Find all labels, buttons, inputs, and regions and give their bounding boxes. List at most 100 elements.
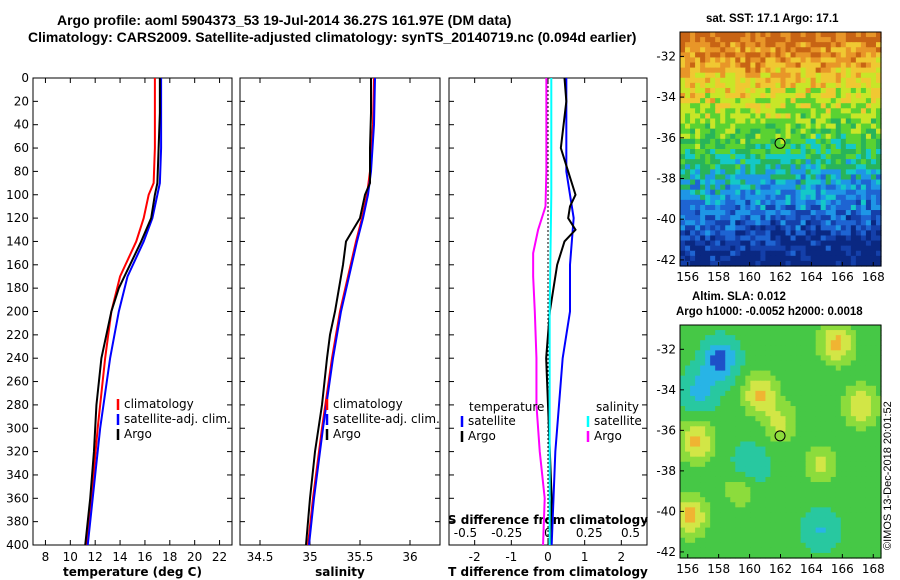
sla-map-cell: [840, 451, 847, 458]
sst-map-cell: [715, 47, 721, 53]
temp-ytick-label: 300: [6, 421, 29, 435]
sst-map-cell: [680, 245, 686, 252]
sla-map-cell: [770, 441, 777, 448]
sla-map-cell: [820, 360, 827, 367]
sla-map-cell: [865, 426, 872, 432]
sst-map-cell: [715, 123, 721, 130]
sst-map-cell: [820, 37, 827, 43]
sst-map-cell: [865, 255, 872, 262]
sla-map-cell: [825, 350, 832, 356]
sla-map-cell: [775, 451, 782, 458]
sst-map-cell: [865, 174, 872, 181]
sla-map-cell: [780, 552, 787, 559]
sst-map-cell: [825, 240, 832, 247]
sla-map-cell: [685, 416, 691, 422]
diff-legend-label: Argo: [468, 429, 496, 443]
sla-map-cell: [690, 461, 696, 468]
sla-map-cell: [790, 542, 797, 549]
sla-map-cell: [780, 380, 787, 387]
sla-map-cell: [855, 517, 862, 524]
sst-map-cell: [710, 128, 716, 135]
sst-map-cell: [700, 169, 706, 176]
sla-map-cell: [695, 325, 701, 331]
sla-map-cell: [790, 411, 797, 417]
sst-map-cell: [710, 103, 716, 109]
sst-map-cell: [770, 93, 777, 99]
sla-map-cell: [825, 461, 832, 468]
sla-map-cell: [710, 325, 716, 331]
sst-map-cell: [845, 98, 852, 104]
sst-map-cell: [690, 220, 696, 226]
sla-map-cell: [710, 385, 716, 392]
sla-map-cell: [775, 441, 782, 448]
sla-map-cell: [705, 466, 711, 473]
sst-map-cell: [755, 184, 762, 191]
sst-map-cell: [740, 42, 746, 48]
sst-map-cell: [840, 164, 847, 170]
sst-map-cell: [680, 123, 686, 130]
sla-map-cell: [770, 360, 777, 367]
sst-map-cell: [875, 250, 882, 257]
sst-map-cell: [815, 189, 822, 196]
sst-map-cell: [780, 179, 787, 186]
sst-map-cell: [800, 174, 807, 181]
sst-map-cell: [855, 133, 862, 140]
sla-map-cell: [785, 345, 792, 351]
sst-map-cell: [680, 164, 686, 170]
sst-map-cell: [770, 250, 777, 257]
sla-map-cell: [835, 345, 842, 351]
sst-map-cell: [850, 179, 857, 186]
sla-map-cell: [845, 471, 852, 478]
sst-map-cell: [770, 42, 777, 48]
sla-map-cell: [695, 400, 701, 407]
sla-map-cell: [700, 400, 706, 407]
sst-map-cell: [810, 118, 817, 125]
sla-map-cell: [860, 330, 867, 336]
sla-map-cell: [765, 365, 772, 372]
sst-map-cell: [780, 77, 787, 84]
sla-map-cell: [830, 426, 837, 432]
sst-map-cell: [700, 87, 706, 94]
sla-map-cell: [705, 355, 711, 362]
sla-map-cell: [715, 476, 721, 483]
sst-map-cell: [785, 260, 792, 267]
sla-map-cell: [750, 365, 756, 372]
sst-map-cell: [760, 118, 767, 125]
sla-map-cell: [780, 426, 787, 432]
sla-map-cell: [855, 335, 862, 341]
sst-map-cell: [680, 225, 686, 231]
sla-map-cell: [805, 370, 812, 377]
sst-map-cell: [815, 199, 822, 206]
sla-map-cell: [770, 542, 777, 549]
sla-map-cell: [745, 482, 751, 488]
sla-map-cell: [750, 360, 756, 367]
sst-map-ytick-label: -36: [656, 131, 676, 145]
sla-map-cell: [720, 360, 726, 367]
temp-ytick-label: 0: [21, 71, 29, 85]
sst-map-cell: [710, 204, 716, 211]
sst-map-cell: [825, 57, 832, 64]
sst-map-cell: [860, 260, 867, 267]
sla-map-cell: [755, 375, 762, 382]
sst-map-cell: [845, 87, 852, 94]
sla-map-cell: [720, 552, 726, 559]
sst-map-cell: [700, 255, 706, 262]
sla-map-cell: [735, 345, 741, 351]
sla-map-cell: [735, 325, 741, 331]
sla-map-cell: [785, 492, 792, 498]
sla-map-cell: [705, 370, 711, 377]
sla-map-cell: [830, 517, 837, 524]
sla-map-cell: [775, 345, 782, 351]
sst-map-cell: [865, 32, 872, 38]
sla-map-cell: [810, 441, 817, 448]
sst-map-cell: [830, 82, 837, 89]
sla-map-cell: [790, 406, 797, 412]
sla-map-cell: [860, 411, 867, 417]
sst-map-cell: [875, 179, 882, 186]
sla-map-cell: [865, 441, 872, 448]
sla-map-cell: [825, 406, 832, 412]
sla-map-cell: [705, 426, 711, 432]
sla-map-cell: [855, 482, 862, 488]
sla-map-cell: [845, 365, 852, 372]
sla-map-cell: [795, 547, 802, 554]
